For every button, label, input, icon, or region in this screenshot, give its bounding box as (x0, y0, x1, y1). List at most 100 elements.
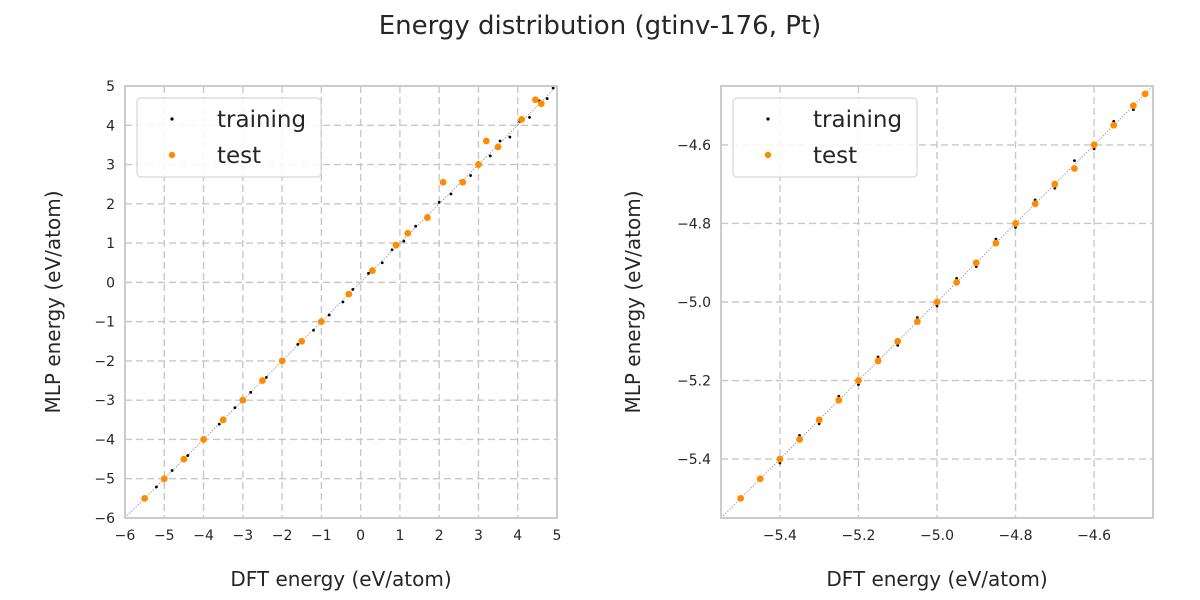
left-test-point (298, 337, 306, 345)
right-test-point (1012, 220, 1019, 227)
right-test-point (835, 396, 843, 404)
left-y-tick-label: −1 (94, 315, 115, 331)
left-training-point (528, 116, 531, 119)
left-x-tick-label: 4 (513, 528, 522, 544)
left-y-tick-label: 3 (106, 158, 115, 174)
left-x-tick-label: −3 (232, 528, 253, 544)
left-y-tick-label: −6 (94, 511, 115, 527)
right-training-point (1073, 159, 1076, 163)
left-training-point (233, 406, 237, 410)
left-training-point (402, 239, 406, 243)
left-test-point (219, 416, 227, 424)
right-test-point (1129, 102, 1137, 110)
left-test-point (475, 161, 482, 168)
left-test-point (259, 377, 266, 384)
left-test-point (424, 214, 431, 221)
left-training-point (551, 86, 555, 90)
left-test-point (200, 436, 207, 443)
right-legend-marker-test (764, 151, 772, 159)
right-y-axis-label: MLP energy (eV/atom) (621, 190, 645, 413)
right-legend-box (732, 97, 918, 178)
right-x-tick-label: −4.8 (999, 528, 1033, 544)
left-training-point (449, 192, 453, 196)
right-legend-marker-training (766, 117, 770, 121)
right-test-point (992, 239, 1000, 247)
right-test-point (1110, 121, 1118, 129)
right-x-tick-label: −5.0 (920, 528, 954, 544)
right-test-point (1141, 90, 1149, 98)
left-x-tick-label: −2 (272, 528, 293, 544)
right-test-point (1031, 200, 1039, 208)
left-y-tick-label: −5 (94, 472, 115, 488)
left-y-axis-label: MLP energy (eV/atom) (41, 190, 65, 413)
left-x-tick-label: 5 (553, 528, 562, 544)
left-test-point (494, 143, 502, 151)
figure-title: Energy distribution (gtinv-176, Pt) (379, 11, 822, 41)
right-x-tick-label: −4.6 (1077, 528, 1111, 544)
left-training-point (367, 271, 370, 275)
left-training-point (249, 390, 253, 394)
left-plot-area (125, 86, 557, 518)
right-y-tick-label: −4.8 (677, 216, 711, 232)
left-training-point (186, 454, 190, 457)
left-training-point (327, 313, 331, 317)
left-legend: training test (136, 97, 322, 178)
left-training-point (498, 139, 502, 143)
left-training-point (545, 97, 549, 100)
right-test-point (1090, 141, 1098, 149)
right-x-tick-label: −5.4 (763, 528, 797, 544)
left-y-tick-label: 1 (106, 236, 115, 252)
left-test-point (404, 229, 412, 237)
left-training-point (437, 200, 441, 204)
right-y-tick-label: −5.2 (677, 374, 711, 390)
left-training-point (264, 376, 268, 379)
left-training-point (155, 485, 158, 489)
right-test-point (796, 436, 803, 443)
right-test-point (1051, 180, 1059, 188)
left-training-point (414, 224, 418, 228)
left-training-point (312, 328, 315, 332)
right-legend: training test (732, 97, 918, 178)
left-x-tick-label: −1 (311, 528, 332, 544)
left-series-test (141, 96, 545, 502)
left-test-point (392, 241, 400, 249)
left-x-tick-label: 3 (474, 528, 483, 544)
right-axes-frame (720, 85, 1154, 519)
left-legend-marker-training (170, 117, 174, 121)
right-test-point (815, 416, 823, 424)
right-y-tick-label: −5.4 (677, 452, 711, 468)
left-x-tick-label: −4 (193, 528, 214, 544)
left-test-point (369, 267, 376, 274)
left-test-point (439, 178, 447, 186)
right-test-point (776, 455, 784, 463)
left-training-point (296, 343, 300, 346)
left-scatter-plot: −6 −5 −4 −3 −2 −1 0 1 2 3 4 5 −6 −5 −4 −3 −2 −1 0 1 2 3 4 5 DFT … (41, 79, 561, 591)
left-test-point (141, 494, 149, 502)
left-test-point (317, 318, 325, 326)
left-y-tick-label: 4 (106, 118, 115, 134)
right-legend-label-training: training (813, 107, 902, 133)
left-training-point (170, 469, 174, 472)
right-test-point (737, 494, 745, 502)
right-y-tick-label: −4.6 (677, 138, 711, 154)
right-legend-label-test: test (813, 143, 857, 169)
right-test-point (894, 337, 902, 345)
left-x-tick-label: 2 (435, 528, 444, 544)
left-training-point (469, 174, 472, 177)
left-axes-frame (124, 85, 558, 519)
left-training-point (508, 135, 512, 139)
left-test-point (459, 178, 467, 186)
left-test-point (239, 396, 247, 404)
right-test-point (972, 259, 980, 267)
right-test-point (953, 278, 961, 286)
right-test-point (933, 298, 941, 306)
right-x-axis-label: DFT energy (eV/atom) (826, 567, 1047, 591)
left-test-point (345, 290, 353, 298)
left-y-tick-label: −3 (94, 393, 115, 409)
left-legend-label-test: test (217, 143, 261, 169)
left-y-tick-label: 5 (106, 79, 115, 95)
left-test-point (532, 96, 539, 104)
left-legend-label-training: training (217, 107, 306, 133)
